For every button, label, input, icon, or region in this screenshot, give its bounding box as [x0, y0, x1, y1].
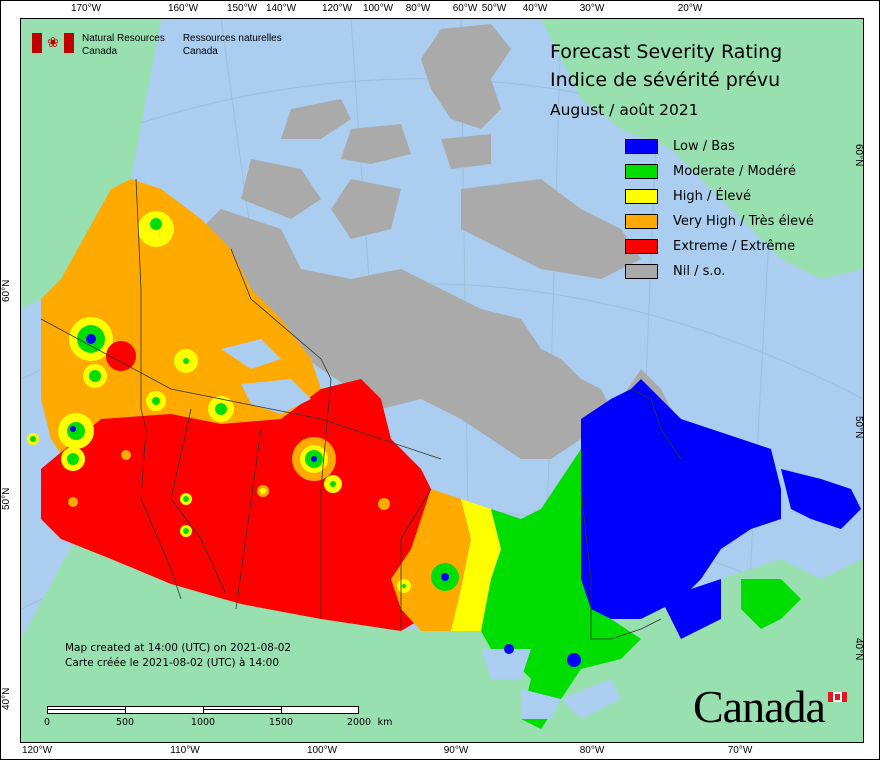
alaska-land	[21, 19, 161, 309]
bottom-axis-label: 100°W	[306, 745, 338, 756]
left-axis-label: 40°N	[1, 687, 12, 710]
low-region-quebec	[581, 379, 781, 619]
top-axis-label: 40°W	[522, 3, 548, 14]
title-period: August / août 2021	[550, 101, 699, 119]
legend: Low / Bas Moderate / Modéré High / Élevé…	[625, 134, 814, 284]
top-axis-label: 20°W	[677, 3, 703, 14]
top-axis-label: 170°W	[70, 3, 102, 14]
bottom-axis-label: 90°W	[443, 745, 469, 756]
bottom-axis-label: 120°W	[21, 745, 53, 756]
bottom-axis-label: 80°W	[579, 745, 605, 756]
bottom-axis-label: 110°W	[170, 745, 200, 756]
map-title: Forecast Severity Rating Indice de sévér…	[550, 38, 782, 124]
top-axis-label: 80°W	[405, 3, 431, 14]
legend-swatch-moderate	[625, 164, 658, 179]
top-axis-label: 50°W	[481, 3, 507, 14]
usa-land	[21, 529, 863, 742]
left-axis-label: 50°N	[1, 487, 12, 510]
title-fr: Indice de sévérité prévu	[550, 69, 781, 91]
legend-item-extreme: Extreme / Extrême	[625, 234, 814, 259]
top-axis-label: 60°W	[452, 3, 478, 14]
legend-swatch-extreme	[625, 239, 658, 254]
right-axis-label: 60°N	[853, 144, 864, 167]
great-lakes	[221, 339, 621, 719]
legend-item-moderate: Moderate / Modéré	[625, 159, 814, 184]
agency-name-en: Natural Resources Canada	[82, 33, 165, 57]
wordmark-flag-icon	[828, 692, 847, 702]
top-axis-label: 120°W	[321, 3, 353, 14]
top-axis-label: 160°W	[167, 3, 199, 14]
top-axis-label: 140°W	[265, 3, 297, 14]
moderate-region-maritimes	[741, 579, 801, 629]
right-axis-label: 50°N	[853, 416, 864, 439]
low-region-nb	[661, 579, 721, 639]
legend-item-very-high: Very High / Très élevé	[625, 209, 814, 234]
fire-severity-map	[21, 19, 863, 742]
map-canvas[interactable]	[20, 18, 864, 743]
created-fr: Carte créée le 2021-08-02 (UTC) à 14:00	[65, 657, 280, 669]
legend-swatch-very-high	[625, 214, 658, 229]
hotspots	[27, 211, 581, 667]
greenland-land	[541, 19, 863, 279]
created-en: Map created at 14:00 (UTC) on 2021-08-02	[65, 642, 292, 654]
legend-item-high: High / Élevé	[625, 184, 814, 209]
legend-swatch-low	[625, 139, 658, 154]
top-axis-label: 30°W	[579, 3, 605, 14]
right-axis-label: 40°N	[853, 638, 864, 661]
extreme-region	[41, 379, 441, 631]
nil-region	[191, 24, 671, 459]
legend-swatch-high	[625, 189, 658, 204]
very-high-region-ontario	[391, 489, 471, 631]
title-en: Forecast Severity Rating	[550, 41, 783, 63]
left-axis-label: 60°N	[1, 279, 12, 302]
low-region-newfoundland	[781, 469, 861, 529]
canada-flag-icon: ❀	[32, 33, 74, 53]
map-created-note: Map created at 14:00 (UTC) on 2021-08-02…	[65, 641, 291, 671]
legend-swatch-nil	[625, 264, 658, 279]
agency-name-fr: Ressources naturelles Canada	[182, 33, 282, 57]
high-region-ontario	[451, 499, 501, 631]
provincial-borders	[40, 178, 682, 640]
top-axis-label: 100°W	[362, 3, 394, 14]
bottom-axis-label: 70°W	[727, 745, 753, 756]
scale-labels: 0 500 1000 1500 2000 km	[43, 717, 393, 728]
top-axis-label: 150°W	[226, 3, 258, 14]
nrcan-signature: ❀ Natural Resources Canada Ressources na…	[32, 32, 300, 58]
scale-bar	[47, 706, 359, 714]
legend-item-nil: Nil / s.o.	[625, 259, 814, 284]
canada-wordmark: Canada	[693, 681, 826, 732]
legend-item-low: Low / Bas	[625, 134, 814, 159]
